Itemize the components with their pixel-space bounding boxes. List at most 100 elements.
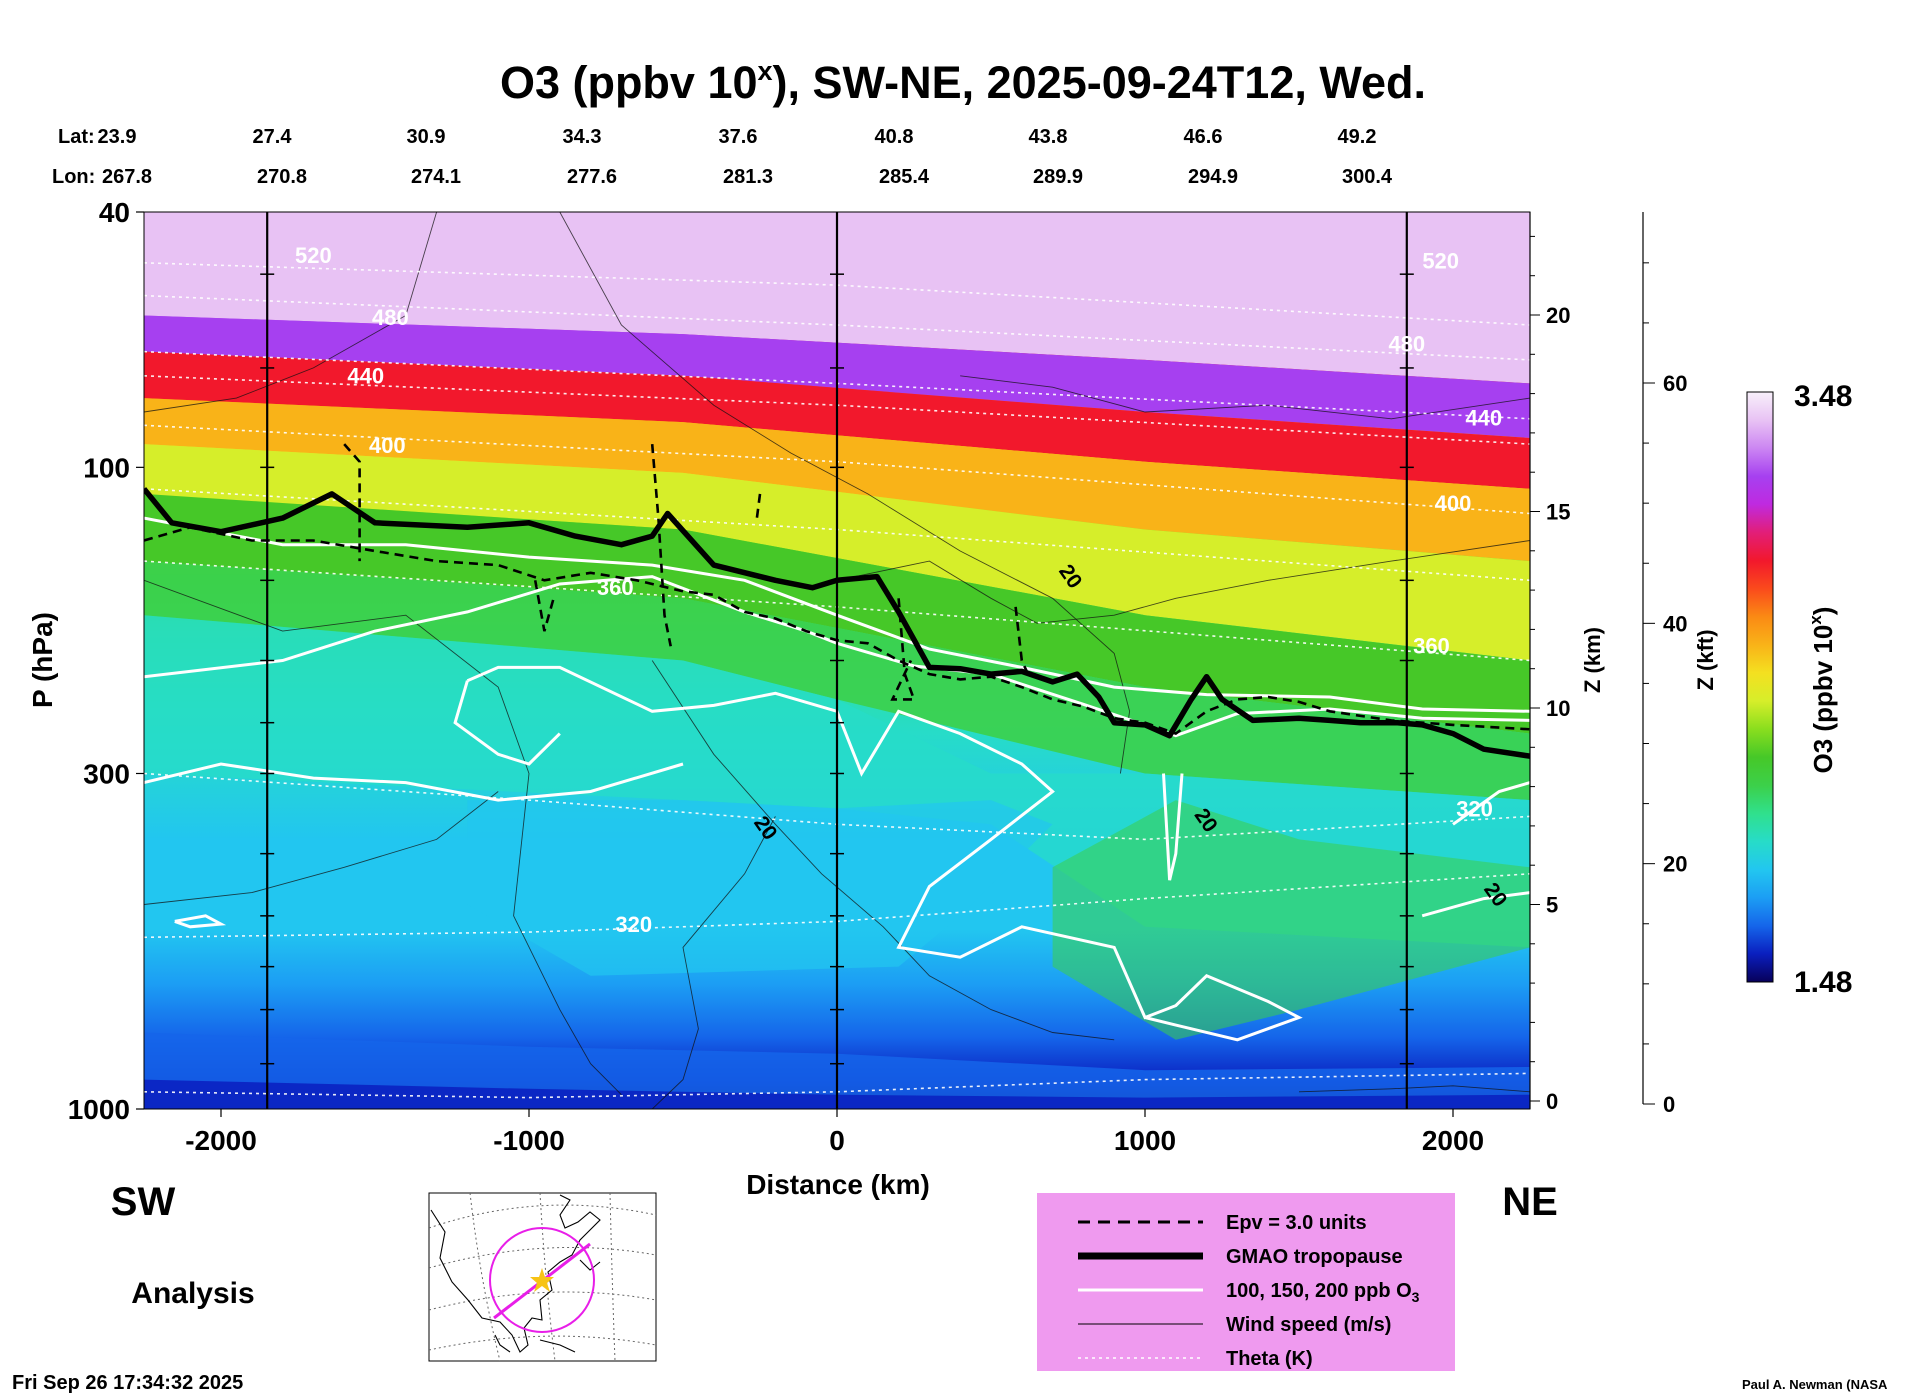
z-km-tick-label: 5 <box>1546 893 1558 918</box>
colorbar-max-label: 3.48 <box>1794 380 1852 413</box>
legend-item-subscript: 3 <box>1412 1289 1420 1305</box>
lon-value: 300.4 <box>1342 166 1393 188</box>
lon-value: 294.9 <box>1188 166 1238 188</box>
epv-line <box>890 598 916 701</box>
theta-contour-label: 320 <box>1456 796 1493 821</box>
lat-value: 23.9 <box>98 126 137 148</box>
lat-value: 27.4 <box>253 126 293 148</box>
z-km-axis: 0 5 10 15 20 <box>1529 212 1570 1114</box>
p-tick-label: 40 <box>99 197 130 228</box>
x-tick-label: 0 <box>829 1125 845 1156</box>
theta-contour-label: 400 <box>1435 491 1472 516</box>
epv-line <box>343 443 361 562</box>
x-tick-label: -1000 <box>493 1125 565 1156</box>
theta-contour-label: 440 <box>1465 405 1502 430</box>
colorbar-title: O3 (ppbv 10x) <box>1806 607 1838 774</box>
wind-speed-line <box>651 660 1115 1041</box>
z-kft-axis-label: Z (kft) <box>1693 629 1718 690</box>
wind-speed-line <box>651 816 776 1109</box>
theta-contour-label: 400 <box>369 433 406 458</box>
lon-value: 285.4 <box>879 166 930 188</box>
epv-line <box>650 443 672 647</box>
lat-lon-values: 23.9 27.4 30.9 34.3 37.6 40.8 43.8 46.6 49.2 267.… <box>98 126 1393 188</box>
p-tick-label: 100 <box>83 452 130 483</box>
legend-item-label: Wind speed (m/s) <box>1226 1314 1391 1336</box>
lon-value: 281.3 <box>723 166 773 188</box>
x-tick-label: 2000 <box>1422 1125 1484 1156</box>
theta-contour-label: 520 <box>1422 249 1459 274</box>
lat-value: 40.8 <box>875 126 914 148</box>
lat-label: Lat: <box>58 126 95 148</box>
ozone-ppb-line <box>144 516 1530 713</box>
colorbar-fill <box>1746 391 1774 983</box>
y-axis-label: P (hPa) <box>27 612 58 708</box>
z-kft-tick-label: 0 <box>1663 1092 1675 1117</box>
wind-speed-contours <box>144 212 1530 1109</box>
credit: Paul A. Newman (NASA <box>1742 1377 1888 1392</box>
wind-speed-line <box>960 375 1530 420</box>
wind-speed-line <box>144 212 438 413</box>
z-km-tick-label: 0 <box>1546 1089 1558 1114</box>
x-tick-label: 1000 <box>1114 1125 1176 1156</box>
inset-map <box>428 1192 657 1362</box>
wind-speed-line <box>144 791 499 905</box>
lat-value: 43.8 <box>1029 126 1068 148</box>
lat-value: 34.3 <box>563 126 602 148</box>
map-coastline <box>430 1194 601 1353</box>
gmao-tropopause <box>144 487 1530 759</box>
epv-line <box>144 525 1530 736</box>
lat-value: 46.6 <box>1184 126 1223 148</box>
ozone-ppb-line <box>144 575 1530 738</box>
theta-contour-label: 440 <box>347 363 384 388</box>
z-kft-tick-label: 60 <box>1663 371 1687 396</box>
lon-value: 289.9 <box>1033 166 1083 188</box>
theta-contour-label: 360 <box>1413 633 1450 658</box>
analysis-label: Analysis <box>131 1277 254 1310</box>
epv-contours <box>144 443 1530 736</box>
plot-area: 5204804404003603205204804404003603202020… <box>144 212 1530 1109</box>
ozone-ppb-contours <box>144 516 1530 1042</box>
lat-value: 30.9 <box>407 126 446 148</box>
lon-label: Lon: <box>52 166 95 188</box>
sw-label: SW <box>111 1180 176 1224</box>
z-kft-axis: 0 20 40 60 <box>1642 212 1687 1117</box>
theta-contour-label: 520 <box>295 243 332 268</box>
ozone-ppb-line <box>453 680 561 766</box>
colorbar-min-label: 1.48 <box>1794 966 1852 999</box>
wind-speed-line <box>144 579 622 1096</box>
z-km-tick-label: 20 <box>1546 303 1570 328</box>
ne-label: NE <box>1502 1180 1558 1224</box>
z-km-tick-label: 15 <box>1546 500 1570 525</box>
pressure-axis: 40 100 300 1000 <box>68 197 144 1125</box>
ozone-ppb-line <box>1452 781 1530 826</box>
z-kft-tick-label: 20 <box>1663 852 1687 877</box>
wind-speed-line <box>1298 1085 1530 1093</box>
timestamp: Fri Sep 26 17:34:32 2025 <box>12 1372 243 1394</box>
lon-value: 277.6 <box>567 166 617 188</box>
theta-contour-label: 360 <box>597 575 634 600</box>
lon-value: 267.8 <box>102 166 152 188</box>
epv-line <box>533 580 555 632</box>
p-tick-label: 1000 <box>68 1094 130 1125</box>
legend-item-label: Epv = 3.0 units <box>1226 1212 1367 1234</box>
wind-speed-line <box>559 212 1131 774</box>
tropopause-line <box>144 487 1530 759</box>
theta-contour-label: 320 <box>615 912 652 937</box>
field-band-green-ne <box>1052 800 1530 1040</box>
lon-value: 270.8 <box>257 166 307 188</box>
wind-speed-line <box>836 540 1530 624</box>
chart-title: O3 (ppbv 10x), SW-NE, 2025-09-24T12, Wed… <box>500 56 1426 108</box>
ozone-ppb-line <box>1421 891 1530 918</box>
ozone-ppb-line <box>466 665 1303 1042</box>
z-km-tick-label: 10 <box>1546 696 1570 721</box>
field-band-darkblue <box>144 1079 1530 1109</box>
map-center-star-icon <box>530 1268 554 1292</box>
ozone-ppb-line <box>174 914 227 929</box>
latlon-vertical-lines <box>260 212 1414 1109</box>
legend-item-label: GMAO tropopause <box>1226 1246 1403 1268</box>
legend-item-label: 100, 150, 200 ppb O3 <box>1226 1280 1420 1305</box>
ozone-ppb-line <box>1162 773 1184 881</box>
theta-contour-label: 480 <box>1388 332 1425 357</box>
legend-items: Epv = 3.0 units GMAO tropopause 100, 150, … <box>1078 1212 1420 1370</box>
